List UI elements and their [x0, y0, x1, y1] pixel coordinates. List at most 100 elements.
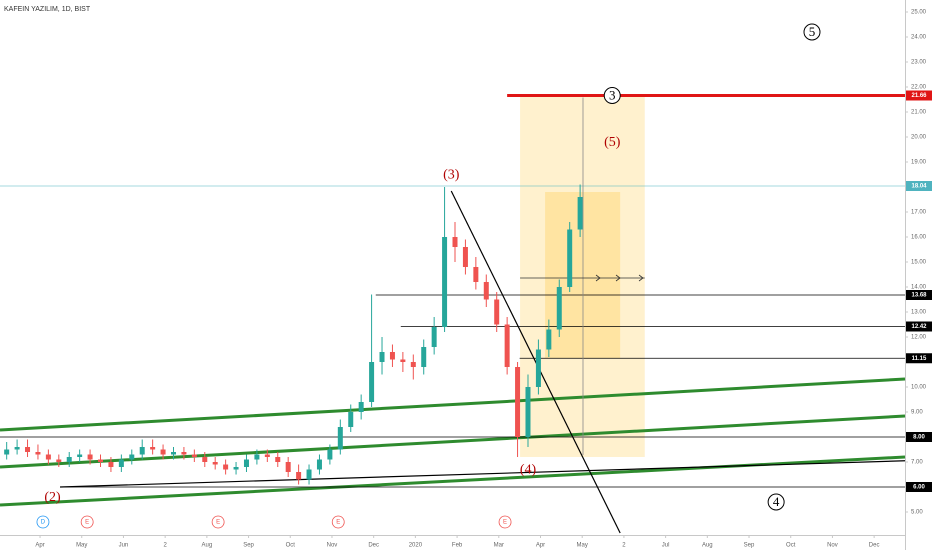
level-label: 8.00	[913, 435, 925, 441]
event-badge	[331, 515, 345, 529]
y-tick-label: 15.00	[911, 260, 927, 266]
candle-body	[535, 349, 541, 387]
candle-body	[379, 352, 385, 362]
annotation: 3	[609, 87, 616, 102]
x-tick-label: Oct	[786, 543, 796, 549]
candle-body	[4, 449, 10, 455]
candle-body	[567, 229, 573, 287]
x-tick-label: Sep	[243, 543, 254, 549]
candle-body	[14, 447, 20, 450]
level-label: 12.42	[911, 324, 927, 330]
y-tick-label: 23.00	[911, 60, 927, 66]
candle-body	[410, 362, 416, 367]
y-tick-label: 10.00	[911, 385, 927, 391]
y-tick-label: 22.00	[911, 85, 927, 91]
annotation-circle	[803, 23, 821, 41]
y-tick-label: 9.00	[911, 410, 923, 416]
candle-body	[525, 387, 531, 437]
x-tick-label: Sep	[744, 543, 755, 549]
y-tick-label: 20.00	[911, 135, 927, 141]
candle-body	[243, 459, 249, 467]
candle-body	[150, 447, 156, 450]
x-tick-label: Apr	[536, 543, 545, 549]
arrow-head	[615, 274, 621, 282]
annotation-circle	[603, 87, 621, 104]
event-label: E	[85, 520, 89, 526]
candle-body	[264, 454, 270, 457]
x-tick-label: Feb	[452, 543, 463, 549]
level-label-box	[906, 482, 932, 492]
event-label: E	[503, 520, 507, 526]
x-tick-label: Mar	[494, 543, 504, 549]
x-tick-label: Aug	[702, 543, 713, 549]
candle-body	[546, 329, 552, 350]
x-tick-label: Aug	[202, 543, 213, 549]
event-label: D	[41, 520, 46, 526]
candle-body	[160, 449, 166, 455]
y-tick-label: 12.00	[911, 335, 927, 341]
event-label: E	[336, 520, 340, 526]
y-tick-label: 25.00	[911, 10, 927, 16]
candle-body	[98, 459, 104, 462]
x-tick-label: Oct	[286, 543, 296, 549]
candle-body	[254, 454, 260, 460]
candle-body	[77, 454, 83, 457]
y-tick-label: 14.00	[911, 285, 927, 291]
candle-body	[285, 462, 291, 472]
annotation-circle	[767, 493, 785, 511]
candle-body	[431, 327, 437, 347]
candle-body	[118, 459, 124, 467]
candle-body	[275, 457, 281, 462]
candle-body	[25, 447, 31, 452]
x-tick-label: 2	[622, 543, 626, 549]
candle-body	[296, 472, 302, 480]
candle-body	[181, 452, 187, 455]
y-tick-label: 17.00	[911, 210, 927, 216]
annotation: 5	[809, 24, 816, 39]
candle-body	[223, 464, 229, 470]
trendline	[450, 190, 621, 534]
candle-body	[389, 352, 395, 360]
candle-body	[327, 449, 333, 460]
candle-body	[87, 454, 93, 460]
y-tick-label: 24.00	[911, 35, 927, 41]
arrow-head	[595, 274, 601, 282]
level-label-box	[906, 321, 932, 332]
candle-body	[556, 287, 562, 330]
x-tick-label: Dec	[368, 543, 379, 549]
candle-body	[129, 454, 135, 460]
y-tick-label: 13.00	[911, 310, 927, 316]
candle-body	[483, 282, 489, 300]
trendline	[60, 460, 906, 488]
candle-body	[473, 267, 479, 282]
event-badge	[80, 515, 94, 529]
level-label: 11.15	[912, 356, 927, 362]
level-label-box	[906, 90, 932, 101]
candle-body	[108, 462, 114, 467]
x-tick-label: Nov	[327, 543, 338, 549]
x-tick-label: Nov	[827, 543, 838, 549]
annotation: (3)	[443, 168, 460, 183]
level-label-box	[906, 353, 932, 364]
candle-body	[337, 427, 343, 450]
x-tick-label: Jul	[662, 543, 670, 549]
candle-body	[45, 454, 51, 460]
x-tick-label: Apr	[35, 543, 44, 549]
level-label: 18.04	[911, 184, 927, 190]
candle-body	[421, 347, 427, 367]
candle-body	[139, 447, 145, 455]
event-badge	[36, 515, 50, 529]
candle-body	[66, 457, 72, 462]
level-label: 6.00	[913, 485, 925, 491]
x-tick-label: May	[76, 543, 87, 549]
candle-body	[515, 367, 521, 437]
candle-body	[306, 469, 312, 480]
candle-body	[233, 467, 239, 470]
x-tick-label: Jun	[119, 543, 129, 549]
x-tick-label: May	[577, 543, 588, 549]
candle-body	[504, 324, 510, 367]
candle-body	[358, 402, 364, 412]
candle-body	[462, 247, 468, 267]
